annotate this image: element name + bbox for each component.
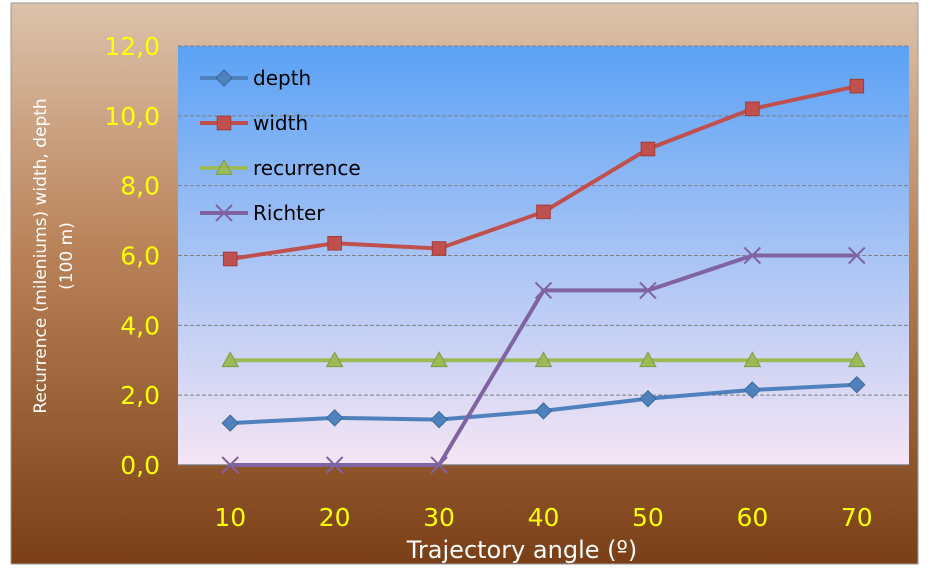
data-point (215, 204, 233, 222)
legend-entry: recurrence (200, 156, 361, 180)
x-axis-title: Trajectory angle (º) (406, 536, 637, 564)
data-point (849, 78, 865, 94)
legend-label: recurrence (253, 156, 361, 180)
legend: depth width recurrence Richter (200, 66, 361, 225)
data-point (431, 241, 447, 256)
data-point (215, 158, 233, 175)
x-tick-label: 40 (528, 503, 560, 532)
data-point (215, 69, 233, 87)
data-point (221, 351, 240, 368)
data-point (848, 375, 866, 394)
data-point (325, 456, 344, 474)
data-point (534, 351, 553, 368)
data-point (534, 402, 553, 420)
legend-label: Richter (253, 201, 325, 225)
x-tick-label: 50 (632, 503, 664, 532)
legend-entry: width (200, 111, 308, 135)
data-point (640, 141, 656, 157)
legend-entry: depth (200, 66, 311, 90)
data-point (536, 204, 551, 220)
x-tick-label: 70 (841, 503, 873, 532)
y-tick-label: 10,0 (104, 102, 160, 131)
data-point (216, 115, 232, 131)
data-point (325, 409, 344, 427)
y-tick-label: 6,0 (120, 242, 160, 271)
y-axis-ticks: 0,0 2,0 4,0 6,0 8,0 10,0 12,0 (104, 32, 160, 480)
x-tick-label: 60 (736, 503, 768, 532)
data-point (639, 389, 657, 408)
data-point (639, 351, 657, 368)
y-tick-label: 2,0 (120, 381, 160, 410)
series-richter (221, 246, 866, 474)
y-axis-title-line-2: (100 m) (57, 222, 77, 290)
series-layer (221, 78, 866, 474)
y-axis-title: Recurrence (mileniums) width, depth (31, 98, 51, 413)
data-point (743, 381, 762, 399)
data-point (848, 246, 866, 265)
series-depth (221, 375, 866, 432)
series-recurrence (221, 351, 866, 368)
data-point (325, 351, 344, 368)
data-point (743, 246, 762, 265)
legend-label: depth (253, 66, 311, 90)
x-tick-label: 30 (423, 503, 455, 532)
series-width (222, 78, 865, 267)
data-point (847, 351, 866, 368)
data-point (745, 101, 760, 117)
data-point (743, 351, 762, 368)
data-point (430, 351, 448, 368)
y-tick-label: 12,0 (104, 32, 160, 61)
data-point (534, 281, 553, 300)
data-point (430, 410, 448, 429)
data-point (639, 281, 657, 300)
y-tick-label: 8,0 (120, 172, 160, 201)
x-axis-ticks: 10 20 30 40 50 60 70 (214, 503, 872, 532)
data-point (327, 235, 342, 251)
data-point (221, 414, 239, 432)
data-point (221, 456, 239, 474)
x-tick-label: 10 (214, 503, 246, 532)
legend-entry: Richter (200, 201, 325, 225)
x-tick-label: 20 (319, 503, 351, 532)
data-point (430, 456, 448, 474)
y-tick-label: 4,0 (120, 311, 160, 340)
data-point (222, 251, 238, 267)
y-tick-label: 0,0 (120, 451, 160, 480)
legend-label: width (253, 111, 308, 135)
